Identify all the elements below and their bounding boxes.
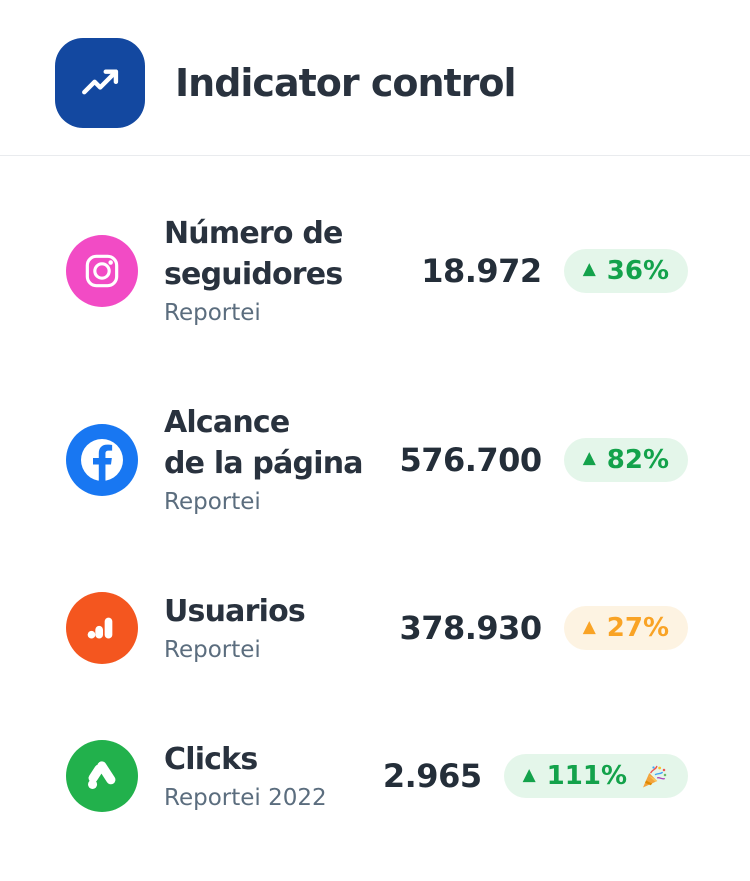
indicator-value: 576.700	[399, 440, 542, 479]
change-badge: ▲ 27%	[563, 606, 688, 650]
google-analytics-icon	[66, 592, 138, 664]
indicator-title: Clicks	[164, 742, 258, 777]
trend-up-icon: ▲	[582, 448, 596, 468]
indicator-text: Número de seguidores Reportei	[164, 213, 343, 328]
indicator-row-instagram[interactable]: Número de seguidores Reportei 18.972 ▲ 3…	[66, 213, 688, 328]
party-popper-icon	[639, 761, 669, 791]
indicator-row-facebook[interactable]: Alcance de la página Reportei 576.700 ▲ …	[66, 402, 688, 517]
page-title: Indicator control	[175, 61, 517, 105]
indicator-title: Usuarios	[164, 594, 306, 629]
indicator-source: Reportei	[164, 637, 261, 663]
change-percent: 82%	[606, 444, 669, 475]
indicator-list: Número de seguidores Reportei 18.972 ▲ 3…	[0, 156, 750, 813]
indicator-row-google-ads[interactable]: Clicks Reportei 2022 2.965 ▲ 111%	[66, 739, 688, 813]
change-badge: ▲ 36%	[563, 248, 688, 293]
change-percent: 111%	[546, 761, 627, 791]
indicator-row-google-analytics[interactable]: Usuarios Reportei 378.930 ▲ 27%	[66, 591, 688, 665]
facebook-icon	[66, 423, 138, 496]
indicator-source: Reportei	[164, 300, 261, 326]
instagram-icon	[66, 234, 138, 307]
trend-up-icon: ▲	[582, 616, 596, 637]
indicator-value: 2.965	[382, 757, 482, 795]
indicator-source: Reportei 2022	[164, 785, 327, 811]
indicator-title: Alcance de la página	[164, 405, 364, 481]
indicator-value: 18.972	[421, 251, 542, 290]
google-ads-icon	[66, 740, 138, 812]
indicator-value: 378.930	[399, 609, 542, 647]
change-percent: 27%	[606, 613, 669, 643]
indicator-text: Alcance de la página Reportei	[164, 402, 364, 517]
trend-up-icon: ▲	[582, 259, 596, 279]
trending-up-icon	[55, 38, 145, 128]
indicator-text: Usuarios Reportei	[164, 591, 306, 665]
change-badge: ▲ 111%	[503, 754, 688, 798]
header-divider	[0, 155, 750, 156]
indicator-title: Número de seguidores	[164, 216, 343, 292]
change-badge: ▲ 82%	[563, 437, 688, 482]
trend-up-icon: ▲	[522, 764, 536, 785]
change-percent: 36%	[606, 255, 669, 286]
panel-header: Indicator control	[0, 0, 750, 128]
indicator-source: Reportei	[164, 489, 261, 515]
indicator-text: Clicks Reportei 2022	[164, 739, 327, 813]
